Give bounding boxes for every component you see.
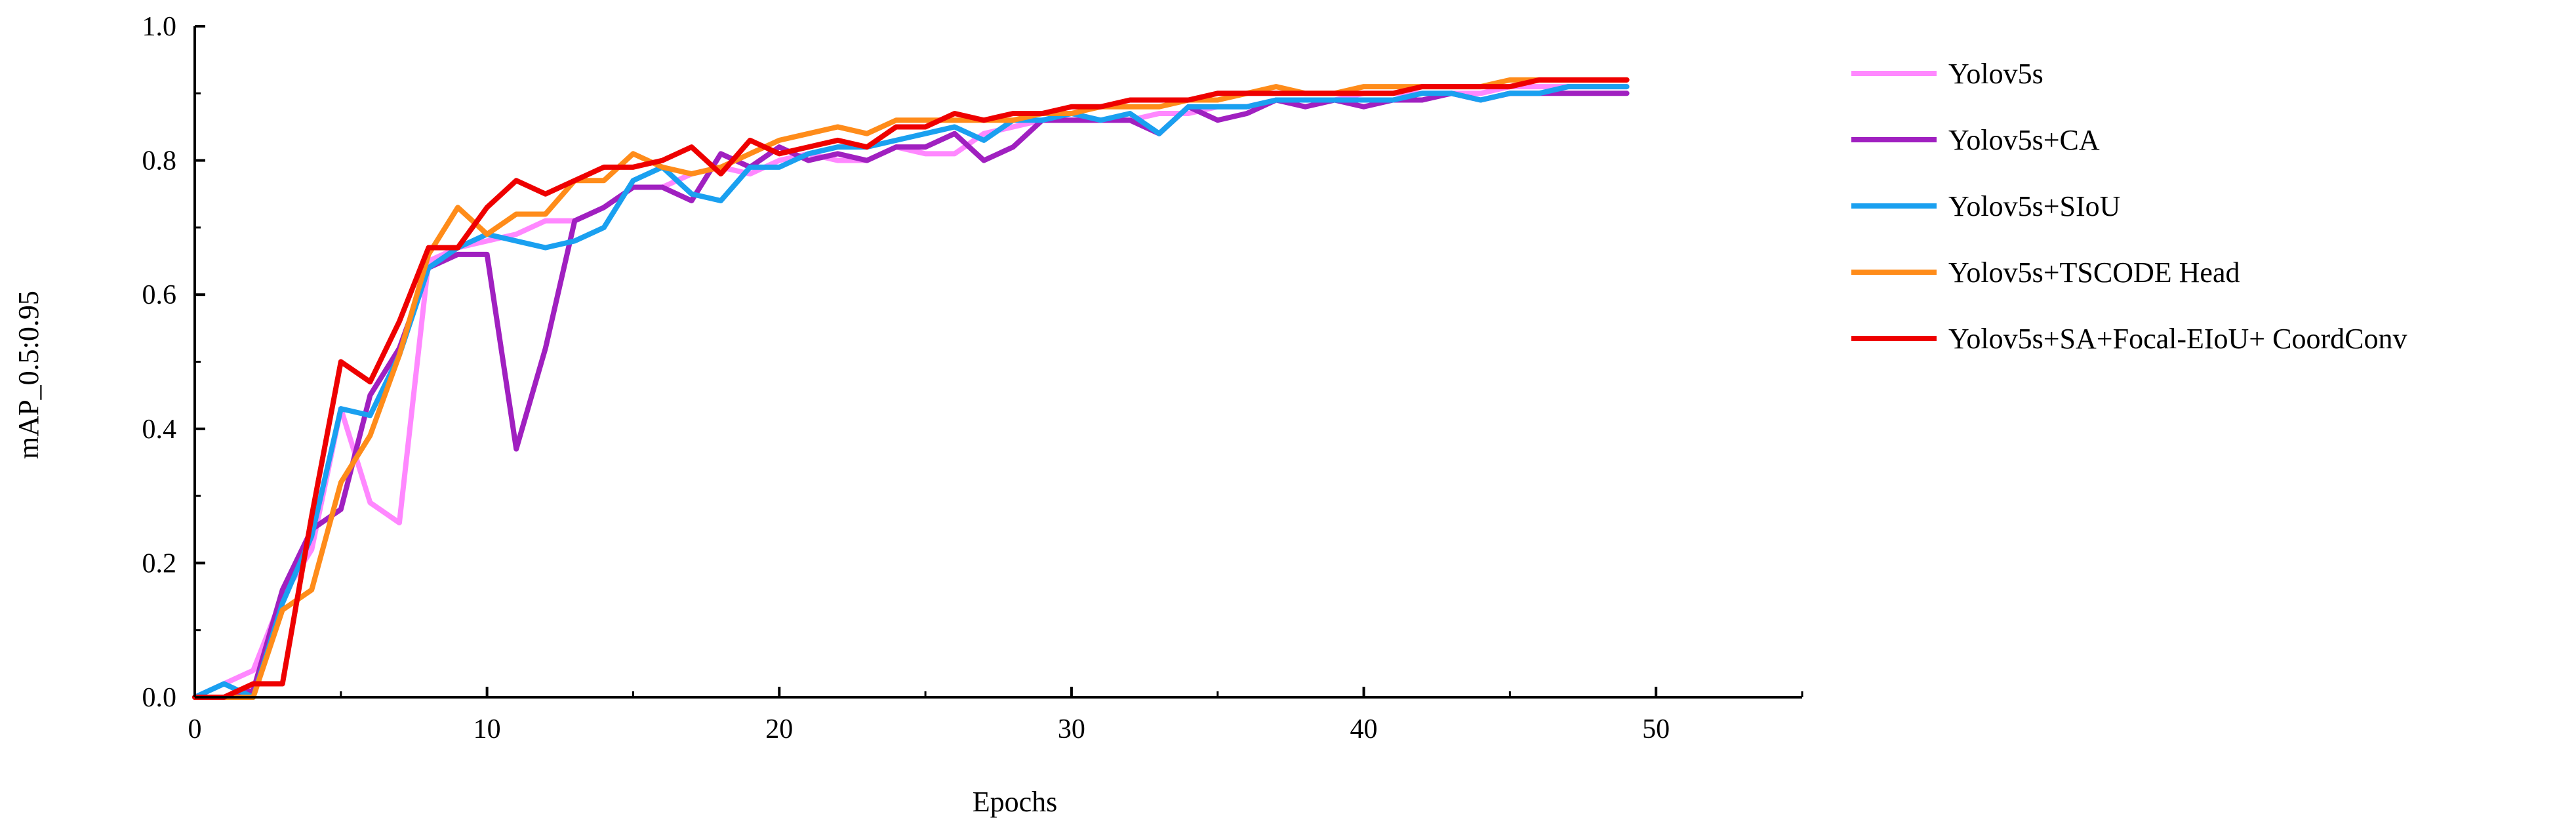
legend: Yolov5s Yolov5s+CA Yolov5s+SIoU Yolov5s+TSC… — [1851, 58, 2407, 355]
y-tick-label: 1.0 — [142, 12, 177, 42]
x-tick-label: 40 — [1350, 714, 1378, 744]
legend-label: Yolov5s+CA — [1948, 124, 2100, 156]
y-tick-label: 0.2 — [142, 548, 177, 579]
x-tick-label: 30 — [1058, 714, 1085, 744]
series-line — [192, 77, 1630, 700]
x-axis-label: Epochs — [973, 786, 1058, 818]
legend-label: Yolov5s+SA+Focal-EIoU+ CoordConv — [1948, 323, 2407, 355]
series-line — [192, 84, 1630, 700]
y-tick-label: 0.4 — [142, 415, 177, 445]
y-tick-label: 0.0 — [142, 683, 177, 713]
x-ticks: 0 10 20 30 40 50 — [188, 687, 1803, 744]
y-tick-label: 0.6 — [142, 280, 177, 310]
legend-label: Yolov5s+SIoU — [1948, 190, 2120, 222]
series-line — [192, 84, 1630, 700]
series-line — [192, 77, 1630, 700]
legend-label: Yolov5s+TSCODE Head — [1948, 256, 2240, 289]
y-ticks: 0.0 0.2 0.4 0.6 0.8 1.0 — [142, 12, 205, 713]
series-line — [192, 91, 1630, 700]
x-tick-label: 20 — [765, 714, 793, 744]
x-tick-label: 50 — [1642, 714, 1670, 744]
y-axis-label: mAP_0.5:0.95 — [12, 291, 45, 459]
x-tick-label: 0 — [188, 714, 202, 744]
legend-label: Yolov5s — [1948, 58, 2043, 90]
plot-area — [192, 77, 1630, 700]
axes: 0 10 20 30 40 50 0.0 0.2 0.4 0.6 0.8 1.0 — [142, 12, 1803, 744]
y-tick-label: 0.8 — [142, 146, 177, 176]
x-tick-label: 10 — [473, 714, 501, 744]
